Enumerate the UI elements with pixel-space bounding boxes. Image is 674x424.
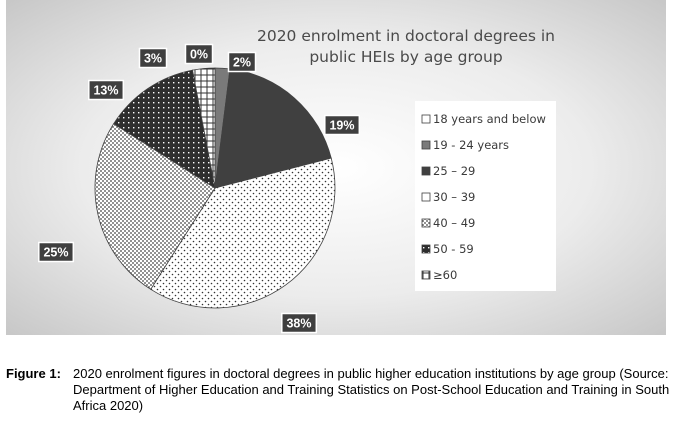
legend-label: 19 - 24 years bbox=[433, 138, 509, 152]
legend-label: 40 – 49 bbox=[433, 216, 475, 230]
legend-label: 18 years and below bbox=[433, 112, 546, 126]
pie-slice bbox=[113, 69, 216, 189]
legend-swatch bbox=[421, 114, 431, 124]
legend-swatch bbox=[421, 218, 431, 228]
legend-label: 25 – 29 bbox=[433, 164, 475, 178]
legend-swatch bbox=[421, 270, 431, 280]
data-label: 2% bbox=[233, 56, 251, 70]
data-label: 38% bbox=[286, 317, 311, 331]
pie-slice bbox=[150, 157, 336, 309]
chart-title-line-2: public HEIs by age group bbox=[309, 48, 502, 66]
chart-area: 0% 2% 19% 38% 25% 13% 3% 2020 enrolment in doc… bbox=[6, 0, 666, 335]
legend-swatch bbox=[421, 192, 431, 202]
data-label: 13% bbox=[93, 84, 118, 98]
pie-slices bbox=[94, 67, 336, 309]
legend-swatch bbox=[421, 166, 431, 176]
pie-slice bbox=[192, 67, 216, 189]
figure-caption: Figure 1: 2020 enrolment figures in doct… bbox=[6, 366, 670, 414]
legend-label: ≥60 bbox=[433, 268, 457, 282]
data-label: 0% bbox=[190, 48, 208, 62]
data-label-box bbox=[281, 312, 318, 334]
data-label: 25% bbox=[43, 246, 68, 260]
data-labels: 0% 2% 19% 38% 25% 13% 3% bbox=[38, 43, 361, 334]
legend: 18 years and below 19 - 24 years 25 – 29 30… bbox=[415, 101, 556, 291]
data-label-box bbox=[38, 241, 75, 263]
data-label-box bbox=[227, 51, 257, 73]
caption-text: 2020 enrolment figures in doctoral degre… bbox=[73, 366, 670, 413]
data-label-box bbox=[88, 79, 125, 101]
pie-slice bbox=[94, 123, 216, 290]
data-label: 19% bbox=[329, 119, 354, 133]
caption-label: Figure 1: bbox=[6, 366, 61, 381]
data-label-box bbox=[324, 114, 361, 136]
legend-label: 30 – 39 bbox=[433, 190, 475, 204]
legend-swatch bbox=[421, 140, 431, 150]
legend-label: 50 - 59 bbox=[433, 242, 474, 256]
pie-chart: 0% 2% 19% 38% 25% 13% 3% 2020 enrolment in doc… bbox=[6, 0, 666, 335]
data-label-box bbox=[138, 47, 168, 69]
data-label: 3% bbox=[144, 52, 162, 66]
chart-title-line-1: 2020 enrolment in doctoral degrees in bbox=[257, 27, 555, 45]
legend-swatch bbox=[421, 244, 431, 254]
legend-box bbox=[415, 101, 556, 291]
data-label-box bbox=[184, 43, 214, 65]
